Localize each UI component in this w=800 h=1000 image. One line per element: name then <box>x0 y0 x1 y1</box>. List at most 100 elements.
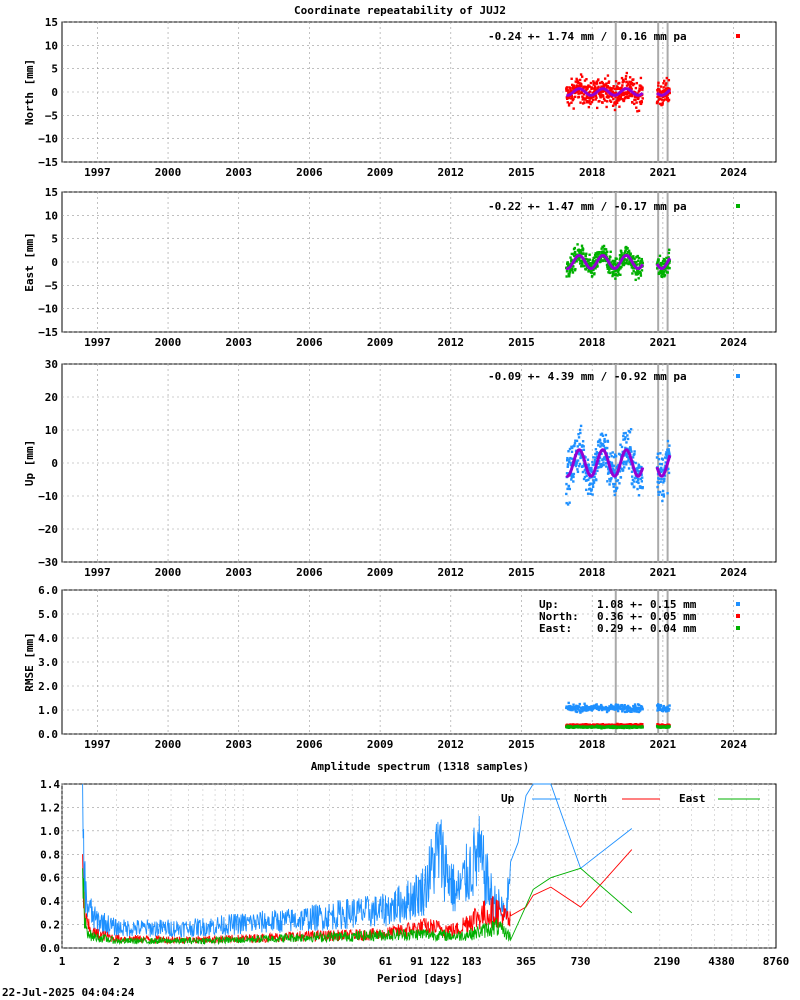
data-point <box>613 469 616 472</box>
data-point <box>662 86 665 89</box>
data-point <box>608 271 612 275</box>
data-point <box>622 259 626 262</box>
rmse-point <box>614 703 618 706</box>
data-point <box>632 480 636 483</box>
data-point <box>605 82 608 85</box>
x-tick-label: 2003 <box>225 566 252 579</box>
data-point <box>659 90 662 93</box>
data-point <box>581 440 585 443</box>
data-point <box>612 97 615 101</box>
x-tick-label: 91 <box>410 955 424 968</box>
data-point <box>599 260 602 263</box>
y-tick-label: 2.0 <box>38 680 58 693</box>
data-point <box>624 249 627 252</box>
data-point <box>662 82 665 85</box>
data-point <box>661 269 664 272</box>
data-point <box>582 445 585 448</box>
data-point <box>614 277 617 280</box>
data-point <box>582 252 585 256</box>
data-point <box>622 434 625 438</box>
data-point <box>624 95 628 99</box>
data-point <box>619 95 623 99</box>
data-point <box>633 450 636 453</box>
data-point <box>567 104 571 107</box>
data-point <box>603 99 607 102</box>
data-point <box>608 477 611 481</box>
data-point <box>582 448 586 452</box>
data-point <box>667 98 671 102</box>
data-point <box>578 443 581 446</box>
data-point <box>568 487 571 491</box>
data-point <box>660 470 663 474</box>
data-point <box>588 270 591 273</box>
data-point <box>618 81 621 85</box>
data-point <box>624 77 627 81</box>
data-point <box>662 493 665 496</box>
x-tick-label: 2000 <box>155 566 182 579</box>
data-point <box>622 80 626 83</box>
data-point <box>635 81 639 85</box>
data-point <box>601 259 605 262</box>
data-point <box>567 263 570 266</box>
data-point <box>663 98 667 101</box>
data-point <box>610 477 613 480</box>
data-point <box>657 95 660 98</box>
data-point <box>595 452 598 456</box>
data-point <box>666 454 669 458</box>
data-point <box>575 463 578 466</box>
data-point <box>665 256 668 260</box>
data-point <box>630 87 633 91</box>
data-point <box>582 464 585 468</box>
data-point <box>634 278 637 282</box>
data-point <box>615 257 618 261</box>
rmse-point <box>605 710 609 714</box>
y-tick-label: −10 <box>38 133 58 146</box>
data-point <box>657 258 660 261</box>
data-point <box>611 273 615 276</box>
data-point <box>613 262 616 265</box>
data-point <box>593 462 597 465</box>
data-point <box>620 265 623 269</box>
data-point <box>609 480 612 483</box>
data-point <box>587 465 590 468</box>
data-point <box>597 78 600 81</box>
data-point <box>574 267 577 271</box>
data-point <box>588 99 591 102</box>
data-point <box>613 101 616 104</box>
data-point <box>568 270 572 274</box>
data-point <box>626 434 629 437</box>
data-point <box>634 86 638 90</box>
data-point <box>624 446 627 450</box>
x-tick-label: 7 <box>212 955 219 968</box>
y-axis-label: East [mm] <box>23 232 36 292</box>
data-point <box>600 462 603 466</box>
rmse-point <box>667 709 670 712</box>
data-point <box>599 445 602 448</box>
data-point <box>639 261 642 264</box>
data-point <box>603 257 606 261</box>
data-point <box>606 472 610 475</box>
rmse-point <box>638 703 641 707</box>
data-point <box>620 76 624 80</box>
rmse-point <box>573 706 577 709</box>
data-point <box>665 82 668 85</box>
stats-annotation: -0.24 +- 1.74 mm / 0.16 mm pa <box>488 30 687 43</box>
data-point <box>568 460 571 464</box>
rmse-point <box>578 702 581 706</box>
data-point <box>591 483 595 486</box>
data-point <box>605 465 608 468</box>
data-point <box>616 274 619 277</box>
data-point <box>637 259 640 262</box>
data-point <box>611 264 615 268</box>
data-point <box>620 251 623 255</box>
data-point <box>622 438 625 441</box>
data-point <box>634 98 637 102</box>
data-point <box>623 438 627 441</box>
data-point <box>611 274 614 278</box>
data-point <box>601 434 605 437</box>
data-point <box>598 439 602 442</box>
data-point <box>615 269 618 272</box>
x-tick-label: 2018 <box>579 336 606 349</box>
rmse-point <box>599 703 603 707</box>
data-point <box>656 485 659 489</box>
